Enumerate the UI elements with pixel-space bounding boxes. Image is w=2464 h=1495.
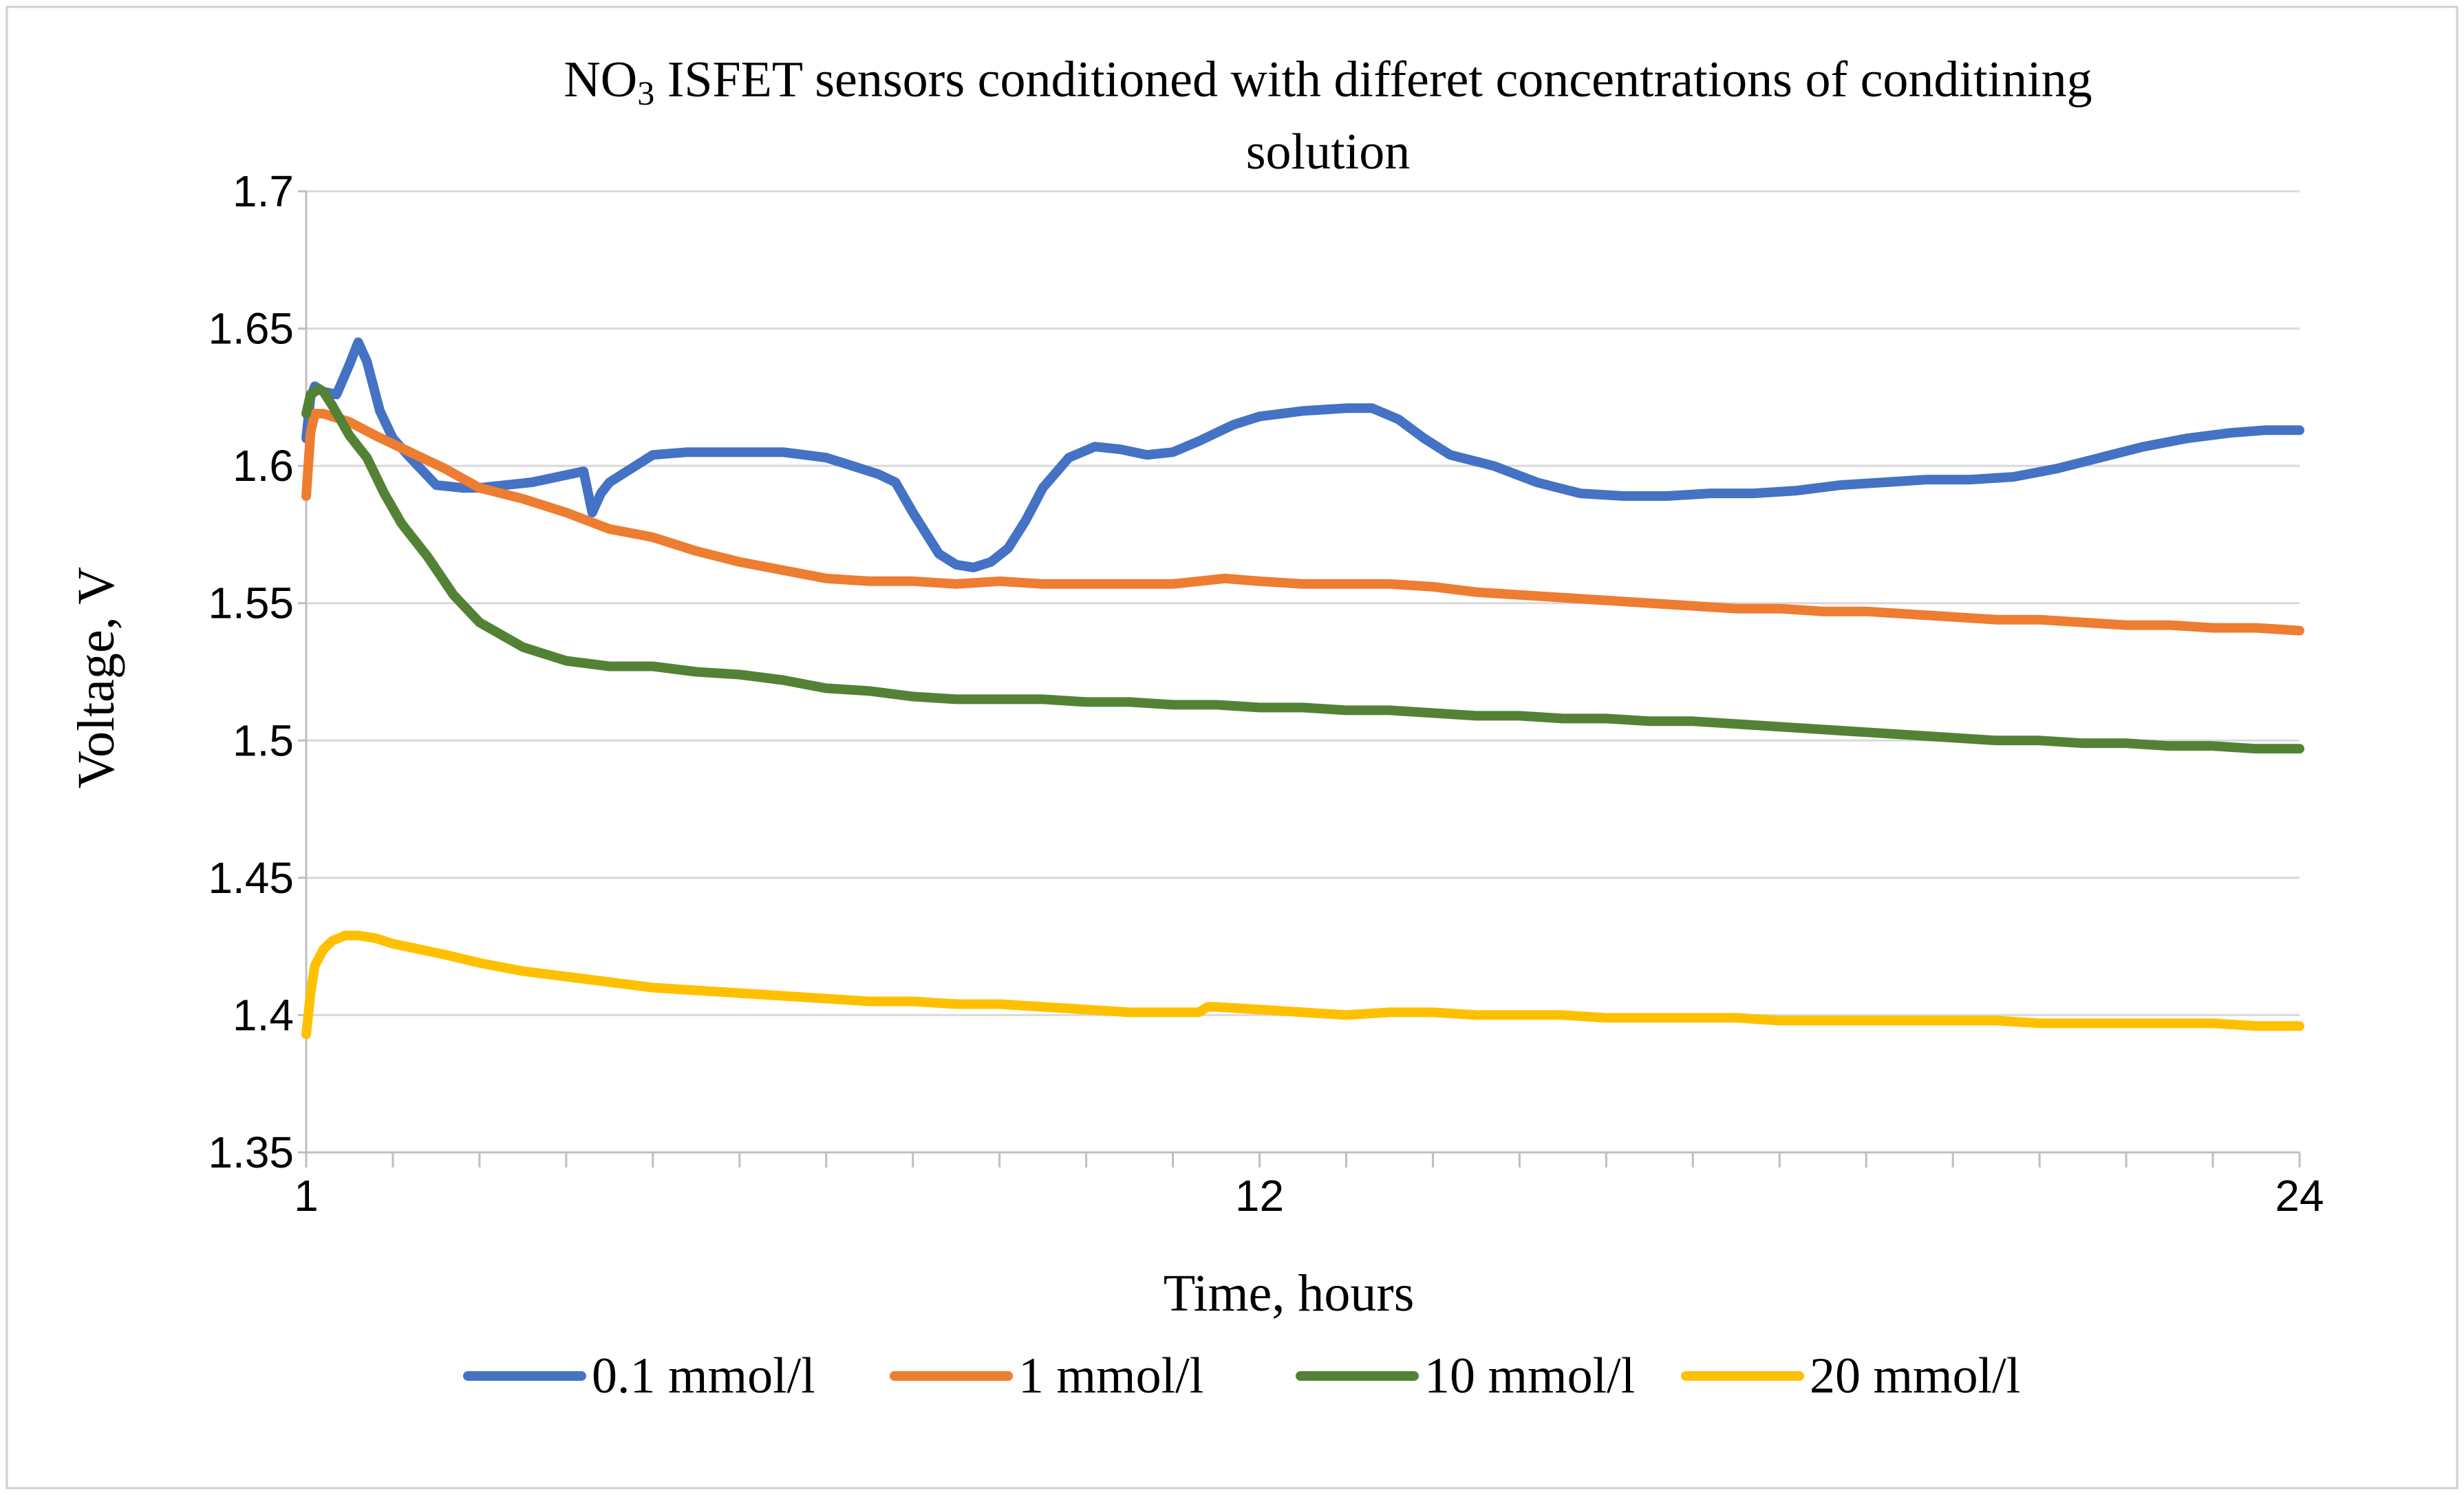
x-tick-label: 12 [1235, 1171, 1284, 1220]
y-tick-label: 1.35 [208, 1128, 294, 1177]
y-tick-labels: 1.35 1.4 1.45 1.5 1.55 1.6 1.65 1.7 [208, 166, 294, 1177]
y-tick-label: 1.6 [233, 441, 294, 491]
legend-label: 10 mmol/l [1424, 1348, 1635, 1404]
x-axis-label: Time, hours [1164, 1265, 1415, 1322]
chart-border [6, 6, 2458, 1489]
series-line-3 [301, 384, 2304, 754]
y-axis-label: Voltage, V [67, 567, 125, 788]
legend-label: 0.1 mmol/l [592, 1348, 815, 1404]
y-tick-label: 1.5 [233, 716, 294, 765]
series-line-1 [301, 337, 2304, 572]
series-lines [301, 337, 2304, 1040]
y-tick-label: 1.55 [208, 579, 294, 628]
legend-label: 20 mmol/l [1810, 1348, 2020, 1404]
x-tick-label: 24 [2275, 1171, 2324, 1220]
chart-title-rest: ISFET sensors conditioned with differet … [654, 52, 2092, 108]
series-line-2 [301, 409, 2304, 636]
chart-title-subscript: 3 [637, 74, 654, 112]
x-tick-label: 1 [294, 1171, 319, 1220]
y-tick-label: 1.65 [208, 304, 294, 354]
y-tick-label: 1.45 [208, 853, 294, 903]
x-tick-labels: 1 12 24 [294, 1171, 2324, 1220]
y-tick-label: 1.4 [233, 990, 294, 1040]
chart-title-line1: NO3 ISFET sensors conditioned with diffe… [564, 52, 2092, 112]
chart-title-main: NO [564, 52, 637, 108]
legend-label: 1 mmol/l [1018, 1348, 1203, 1404]
series-line-4 [301, 930, 2304, 1040]
chart-title-line2: solution [1246, 124, 1410, 180]
y-tick-label: 1.7 [233, 166, 294, 216]
legend: 0.1 mmol/l 1 mmol/l 10 mmol/l 20 mmol/l [463, 1348, 2020, 1404]
